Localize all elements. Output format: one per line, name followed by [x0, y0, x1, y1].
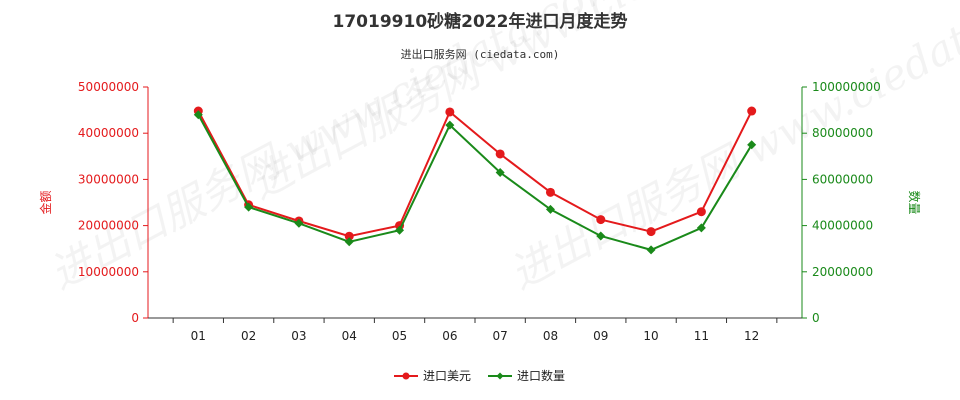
data-point-1[interactable] [445, 107, 455, 117]
data-point-1[interactable] [696, 207, 706, 217]
data-point-1[interactable] [545, 187, 555, 197]
left-axis-title: 金额 [38, 190, 53, 214]
data-point-2[interactable] [596, 231, 606, 241]
data-point-1[interactable] [646, 227, 656, 237]
left-tick-label: 0 [131, 311, 139, 325]
axes [143, 86, 807, 323]
left-tick-label: 40000000 [78, 126, 139, 140]
data-point-2[interactable] [395, 225, 405, 235]
legend-swatch-marker [402, 372, 410, 380]
left-tick-label: 20000000 [78, 219, 139, 233]
x-tick-label: 01 [191, 329, 206, 343]
x-tick-label: 12 [744, 329, 759, 343]
series-line-1 [197, 110, 753, 238]
right-axis-title: 数量 [907, 190, 922, 214]
data-point-1[interactable] [596, 215, 606, 225]
x-tick-label: 07 [493, 329, 508, 343]
tick-labels: 0 0 10000000 20000000 20000000 40000000 300000… [38, 80, 922, 343]
left-tick-label: 30000000 [78, 172, 139, 186]
right-tick-label: 80000000 [812, 126, 873, 140]
data-point-2[interactable] [193, 110, 203, 120]
series-layer [193, 106, 757, 255]
data-point-2[interactable] [696, 223, 706, 233]
x-tick-label: 09 [593, 329, 608, 343]
chart-title: 17019910砂糖2022年进口月度走势 [333, 11, 628, 32]
x-tick-label: 06 [442, 329, 457, 343]
data-point-1[interactable] [344, 231, 354, 241]
x-tick-label: 08 [543, 329, 558, 343]
data-point-2[interactable] [747, 140, 757, 150]
data-point-2[interactable] [545, 204, 555, 214]
x-tick-label: 02 [241, 329, 256, 343]
data-point-2[interactable] [244, 202, 254, 212]
series-line-2 [197, 114, 753, 251]
data-point-2[interactable] [445, 120, 455, 130]
watermark-layer: 进出口服务网 www.ciedata.com进出口服务网 www.ciedata… [42, 0, 960, 299]
left-tick-label: 50000000 [78, 80, 139, 94]
legend-swatch-marker [496, 372, 504, 380]
right-tick-label: 40000000 [812, 219, 873, 233]
right-tick-label: 20000000 [812, 265, 873, 279]
x-tick-label: 10 [643, 329, 658, 343]
data-point-1[interactable] [747, 106, 757, 116]
legend-label[interactable]: 进口数量 [517, 368, 565, 383]
x-tick-label: 11 [694, 329, 709, 343]
x-tick-label: 04 [342, 329, 357, 343]
legend-label[interactable]: 进口美元 [423, 369, 471, 383]
left-tick-label: 10000000 [78, 265, 139, 279]
data-point-2[interactable] [495, 167, 505, 177]
data-point-2[interactable] [294, 218, 304, 228]
data-point-2[interactable] [646, 245, 656, 255]
right-tick-label: 60000000 [812, 172, 873, 186]
right-tick-label: 0 [812, 311, 820, 325]
legend[interactable]: 进口美元 进口数量 [394, 368, 565, 383]
x-tick-label: 03 [291, 329, 306, 343]
x-tick-label: 05 [392, 329, 407, 343]
right-tick-label: 100000000 [812, 80, 881, 94]
data-point-2[interactable] [344, 237, 354, 247]
chart-subtitle: 进出口服务网 (ciedata.com) [401, 47, 560, 61]
data-point-1[interactable] [495, 149, 505, 159]
